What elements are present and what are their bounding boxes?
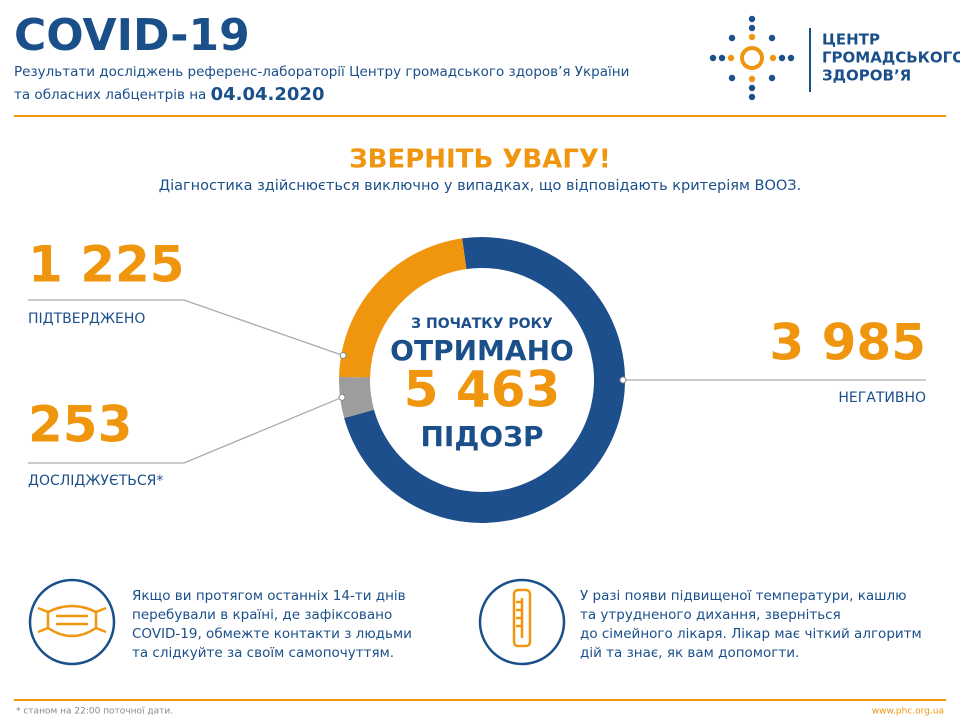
advice-text: перебували в країні, де зафіксовано: [132, 607, 392, 623]
logo-text: ГРОМАДСЬКОГО: [822, 49, 960, 67]
advice-text: Якщо ви протягом останніх 14-ти днів: [132, 588, 406, 604]
leader-dot: [619, 376, 627, 384]
logo-dot: [748, 84, 756, 92]
advice-text: до сімейного лікаря. Лікар має чіткий ал…: [580, 626, 922, 642]
leader-line: [28, 396, 343, 464]
donut-segment: [338, 376, 375, 418]
center-label: З ПОЧАТКУ РОКУ: [411, 316, 553, 332]
advice-text: У разі появи підвищеної температури, каш…: [580, 588, 906, 604]
leader-dot: [339, 352, 347, 360]
subtitle-text: та обласних лабцентрів на: [14, 87, 206, 103]
logo-dot: [709, 54, 717, 62]
category-label: ДОСЛІДЖУЄТЬСЯ*: [28, 473, 163, 489]
center-label: 5 463: [404, 361, 561, 419]
logo-dot: [718, 54, 726, 62]
advice-text: дій та знає, як вам допомогти.: [580, 645, 799, 661]
logo: [709, 15, 795, 101]
donut-chart: 3 985 НЕГАТИВНО 253 ДОСЛІДЖУЄТЬСЯ* 1 225 ПІДТ…: [28, 236, 926, 523]
logo-dot: [769, 54, 777, 62]
logo-dot: [727, 54, 735, 62]
category-label: ПІДТВЕРДЖЕНО: [28, 311, 145, 327]
advice-text: та утрудненого дихання, зверніться: [580, 607, 841, 623]
center-label: ОТРИМАНО: [390, 334, 574, 367]
logo-text: ЦЕНТР: [822, 31, 880, 49]
notice-title: ЗВЕРНІТЬ УВАГУ!: [349, 145, 611, 175]
logo-dot: [787, 54, 795, 62]
logo-dot: [768, 74, 776, 82]
title: COVID-19: [14, 10, 250, 61]
date: 04.04.2020: [211, 84, 325, 105]
logo-dot: [728, 74, 736, 82]
logo-dot: [768, 34, 776, 42]
footnote: * станом на 22:00 поточної дати.: [16, 707, 173, 717]
subtitle: та обласних лабцентрів на 04.04.2020: [14, 84, 324, 105]
logo-dot: [728, 34, 736, 42]
logo-dot: [748, 24, 756, 32]
value-label: 1 225: [28, 236, 185, 294]
url: www.phc.org.ua: [872, 707, 944, 717]
leader-line: [28, 299, 344, 357]
logo-dot: [748, 93, 756, 101]
leader-dot: [338, 393, 346, 401]
subtitle: Результати досліджень референс-лаборатор…: [14, 64, 629, 80]
logo-ring: [740, 46, 764, 70]
value-label: 3 985: [769, 314, 926, 372]
logo-dot: [748, 15, 756, 23]
thermometer-icon: [478, 578, 566, 666]
value-label: 253: [28, 396, 132, 454]
logo-dot: [748, 33, 756, 41]
logo-dot: [778, 54, 786, 62]
advice-text: та слідкуйте за своїм самопочуттям.: [132, 645, 394, 661]
advice-text: COVID-19, обмежте контакти з людьми: [132, 626, 412, 642]
notice-text: Діагностика здійснюється виключно у випа…: [159, 178, 801, 194]
logo-text: ЗДОРОВ’Я: [822, 67, 911, 85]
center-label: ПІДОЗР: [420, 420, 543, 453]
category-label: НЕГАТИВНО: [838, 390, 926, 406]
mask-icon: [28, 578, 116, 666]
donut-segment: [339, 238, 467, 378]
logo-dot: [748, 75, 756, 83]
